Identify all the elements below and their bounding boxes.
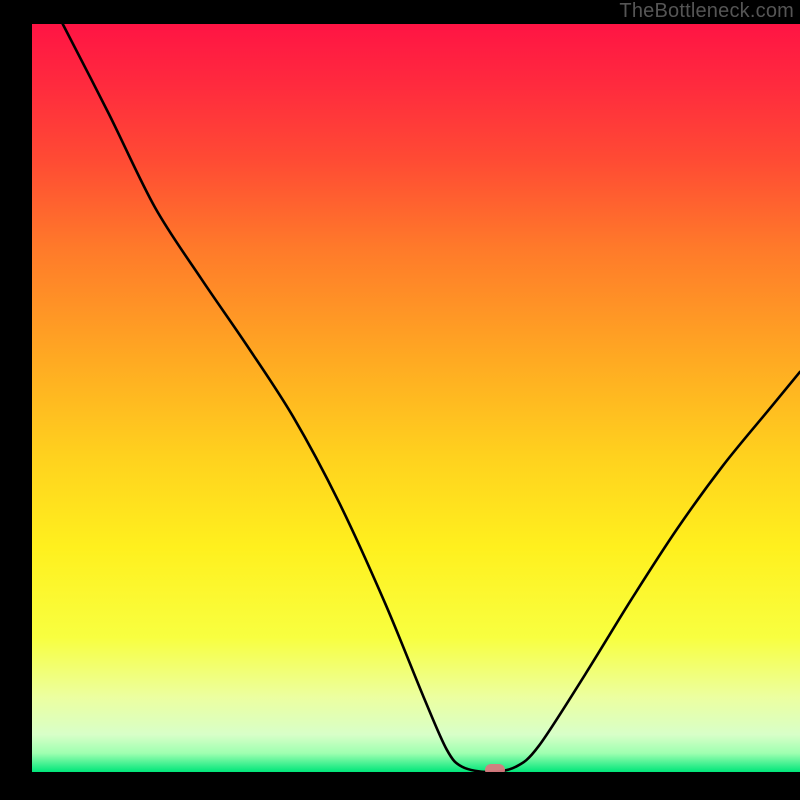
chart-bottom-border <box>0 772 800 800</box>
watermark-text: TheBottleneck.com <box>619 0 794 23</box>
bottleneck-curve <box>32 24 800 772</box>
chart-plot-area <box>32 24 800 772</box>
chart-left-border <box>0 0 32 800</box>
